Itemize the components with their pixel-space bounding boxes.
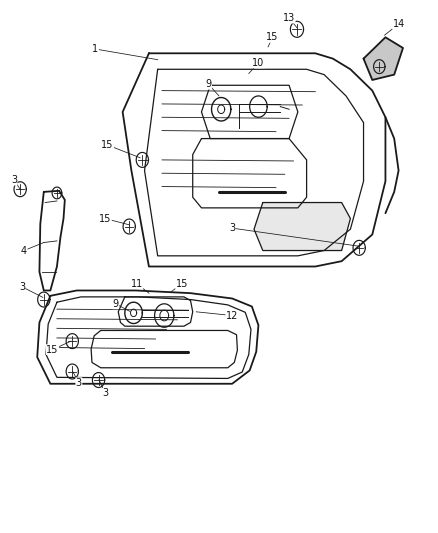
Polygon shape <box>364 37 403 80</box>
Text: 15: 15 <box>99 214 111 223</box>
Text: 11: 11 <box>131 279 143 288</box>
Text: 3: 3 <box>229 223 235 233</box>
Text: 15: 15 <box>101 140 113 150</box>
Text: 13: 13 <box>283 13 295 23</box>
Text: 10: 10 <box>252 58 265 68</box>
Text: 15: 15 <box>176 279 188 288</box>
Text: 15: 15 <box>266 33 279 42</box>
Text: 9: 9 <box>205 79 212 89</box>
Text: 12: 12 <box>226 311 238 320</box>
Text: 3: 3 <box>11 175 17 185</box>
Polygon shape <box>254 203 350 251</box>
Text: 3: 3 <box>76 378 82 387</box>
Text: 3: 3 <box>19 282 25 292</box>
Text: 3: 3 <box>102 389 108 398</box>
Text: 1: 1 <box>92 44 99 54</box>
Text: 15: 15 <box>46 345 59 354</box>
Text: 4: 4 <box>21 246 27 255</box>
Text: 14: 14 <box>392 19 405 29</box>
Text: 9: 9 <box>113 299 119 309</box>
